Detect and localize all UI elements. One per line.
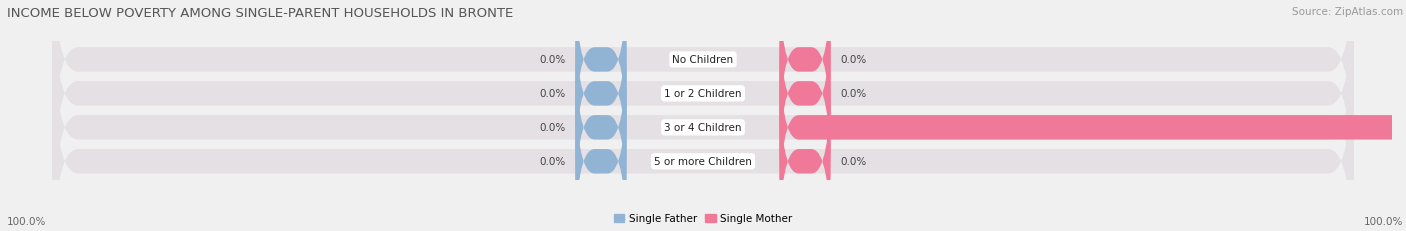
FancyBboxPatch shape [52, 0, 1354, 183]
Text: INCOME BELOW POVERTY AMONG SINGLE-PARENT HOUSEHOLDS IN BRONTE: INCOME BELOW POVERTY AMONG SINGLE-PARENT… [7, 7, 513, 20]
Text: 0.0%: 0.0% [841, 89, 866, 99]
Text: 1 or 2 Children: 1 or 2 Children [664, 89, 742, 99]
FancyBboxPatch shape [575, 72, 627, 231]
Text: 3 or 4 Children: 3 or 4 Children [664, 123, 742, 133]
Text: Source: ZipAtlas.com: Source: ZipAtlas.com [1292, 7, 1403, 17]
FancyBboxPatch shape [779, 39, 1406, 217]
Text: 0.0%: 0.0% [540, 89, 565, 99]
FancyBboxPatch shape [575, 39, 627, 217]
FancyBboxPatch shape [52, 39, 1354, 231]
Text: No Children: No Children [672, 55, 734, 65]
Legend: Single Father, Single Mother: Single Father, Single Mother [610, 210, 796, 228]
FancyBboxPatch shape [779, 72, 831, 231]
FancyBboxPatch shape [52, 0, 1354, 217]
Text: 0.0%: 0.0% [841, 157, 866, 167]
Text: 0.0%: 0.0% [540, 157, 565, 167]
Text: 100.0%: 100.0% [7, 216, 46, 226]
Text: 100.0%: 100.0% [1364, 216, 1403, 226]
FancyBboxPatch shape [52, 5, 1354, 231]
Text: 0.0%: 0.0% [540, 55, 565, 65]
FancyBboxPatch shape [779, 5, 831, 183]
FancyBboxPatch shape [575, 5, 627, 183]
Text: 0.0%: 0.0% [841, 55, 866, 65]
FancyBboxPatch shape [779, 0, 831, 149]
Text: 0.0%: 0.0% [540, 123, 565, 133]
Text: 5 or more Children: 5 or more Children [654, 157, 752, 167]
FancyBboxPatch shape [575, 0, 627, 149]
